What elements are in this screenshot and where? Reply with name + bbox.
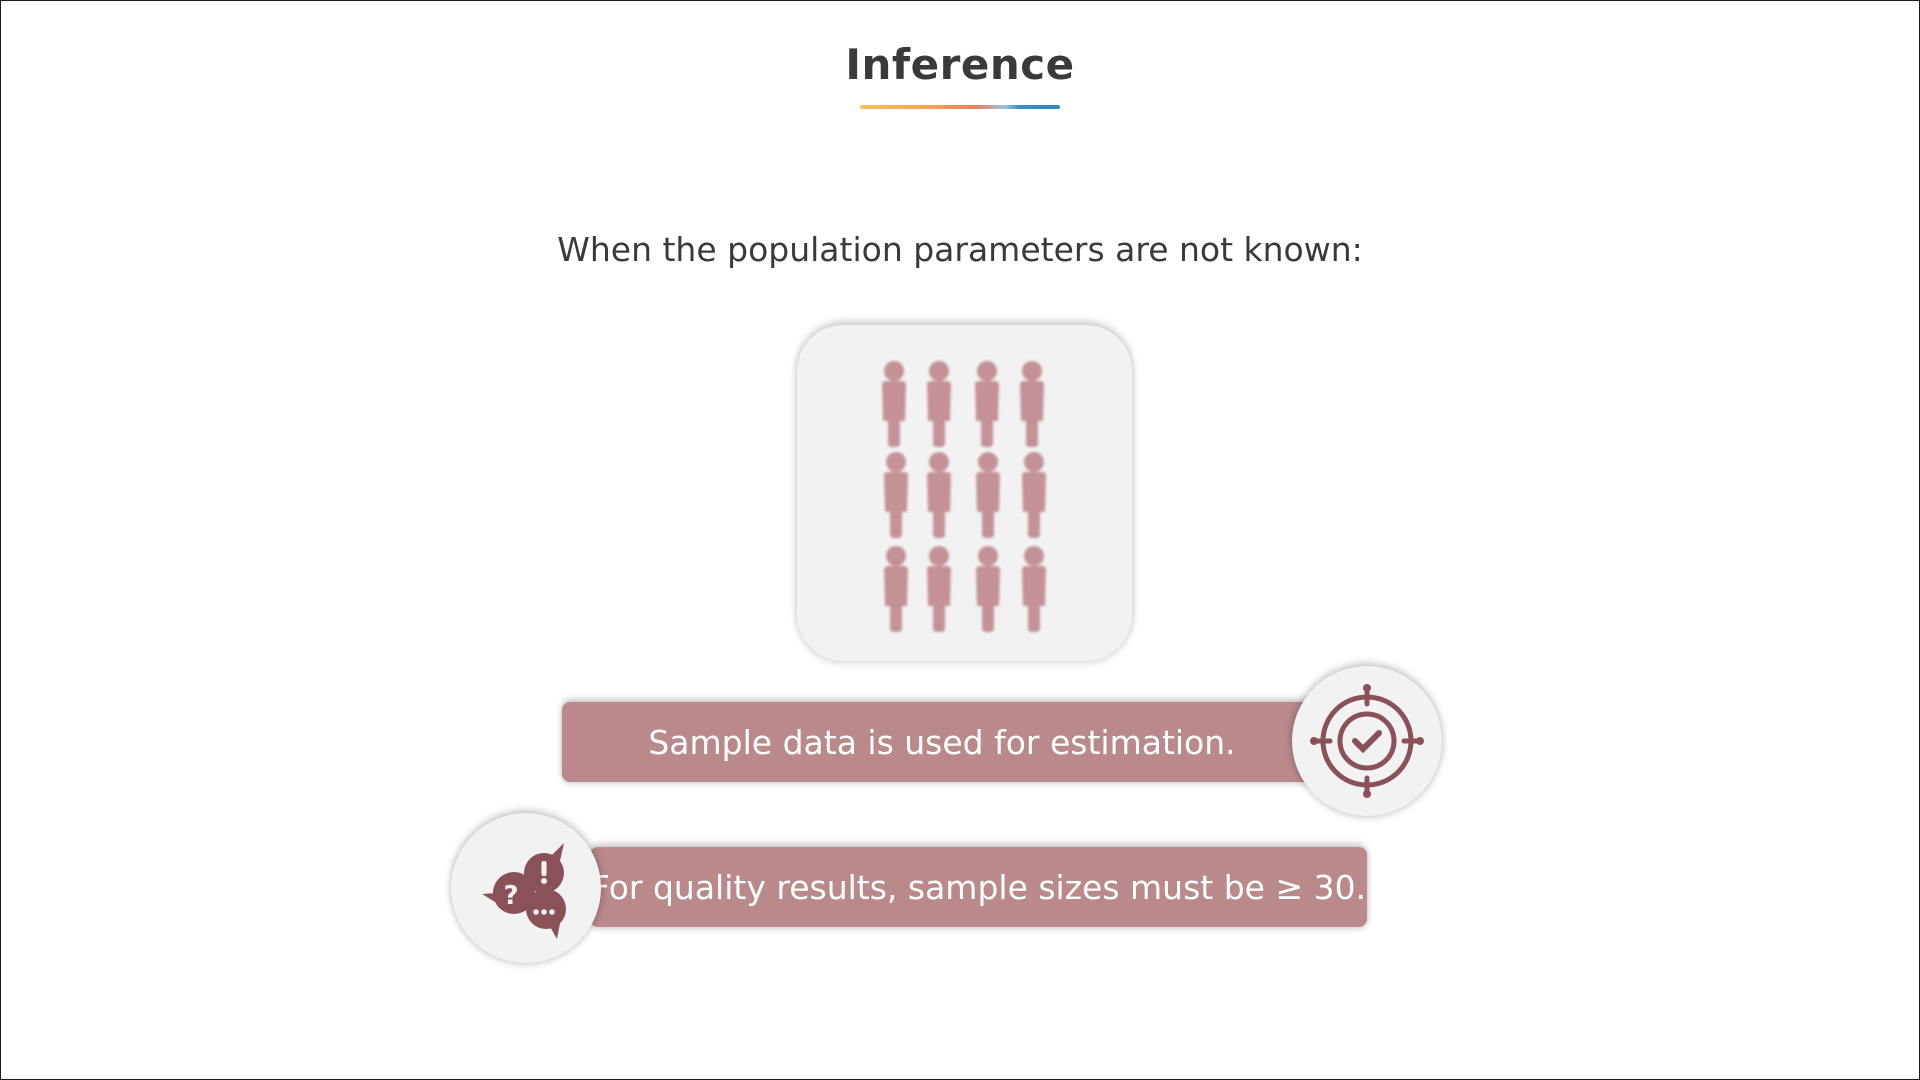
person-icon — [884, 452, 908, 538]
person-icon — [975, 361, 999, 447]
person-icon — [1020, 361, 1044, 447]
person-icon — [1022, 546, 1046, 632]
point-one-bar: Sample data is used for estimation. — [562, 702, 1322, 782]
person-icon — [927, 452, 951, 538]
point-one-icon-badge — [1292, 666, 1442, 816]
person-icon — [882, 361, 906, 447]
person-icon — [927, 361, 951, 447]
population-card — [797, 325, 1132, 661]
svg-text:?: ? — [503, 881, 518, 911]
people-grid-icon — [882, 361, 1046, 632]
title-underline — [860, 105, 1060, 109]
point-two-icon-badge: ? — [451, 813, 601, 963]
person-icon — [1022, 452, 1046, 538]
person-icon — [976, 546, 1000, 632]
point-two-bar: For quality results, sample sizes must b… — [590, 847, 1367, 927]
target-check-icon — [1310, 684, 1424, 798]
slide-title: Inference — [845, 40, 1075, 89]
speech-bubbles-icon: ? — [482, 843, 566, 939]
slide-subtitle: When the population parameters are not k… — [557, 230, 1363, 269]
person-icon — [976, 452, 1000, 538]
point-one-text: Sample data is used for estimation. — [648, 722, 1236, 762]
person-icon — [927, 546, 951, 632]
person-icon — [884, 546, 908, 632]
point-two-text: For quality results, sample sizes must b… — [590, 867, 1367, 907]
